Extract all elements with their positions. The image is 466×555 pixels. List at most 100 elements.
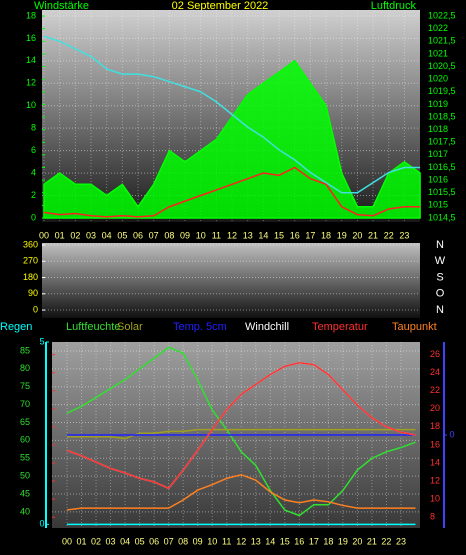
x-tick-label: 16 <box>294 536 304 546</box>
x-tick-label: 02 <box>70 230 80 240</box>
legend-entry: Windchill <box>245 321 289 333</box>
x-tick-label: 06 <box>133 230 143 240</box>
x-tick-label: 07 <box>164 536 174 546</box>
plot-area <box>42 243 420 318</box>
x-tick-label: 18 <box>321 230 331 240</box>
y-tick-label: 80 <box>20 363 30 373</box>
y2-tick-label: 10 <box>430 493 440 503</box>
y2-tick-label: 1014,5 <box>428 212 456 222</box>
y2-tick-label: S <box>436 271 443 283</box>
y2-tick-label: 26 <box>430 349 440 359</box>
area <box>43 59 421 219</box>
x-tick-label: 22 <box>381 536 391 546</box>
y2-tick-label: 1015,5 <box>428 187 456 197</box>
y-tick-label: 4 <box>31 167 36 177</box>
y2-tick-label: N <box>436 304 444 316</box>
y2-tick-label: 12 <box>430 475 440 485</box>
line <box>67 428 416 440</box>
x-tick-label: 13 <box>243 230 253 240</box>
y-tick-label: 0 <box>31 212 36 222</box>
y-tick-label: 50 <box>20 471 30 481</box>
y-tick-label: 85 <box>20 345 30 355</box>
y-tick-label: 70 <box>20 399 30 409</box>
y2-tick-label: 1021 <box>428 48 448 58</box>
y-tick-label: 0 <box>33 304 38 314</box>
y-tick-label: 16 <box>26 33 36 43</box>
y2-tick-label: N <box>436 239 444 251</box>
x-tick-label: 17 <box>305 230 315 240</box>
x-tick-label: 16 <box>290 230 300 240</box>
y2-tick-label: 20 <box>430 403 440 413</box>
line <box>66 473 416 511</box>
y-tick-label: 270 <box>23 256 38 266</box>
y3-tick-label: 0 <box>449 429 454 439</box>
y2-tick-label: 1019,5 <box>428 86 456 96</box>
y2-tick-label: 22 <box>430 385 440 395</box>
line <box>66 346 416 517</box>
y2-tick-label: 1021,5 <box>428 36 456 46</box>
y-tick-label: 55 <box>20 453 30 463</box>
y-tick-label: 14 <box>26 55 36 65</box>
y2-tick-label: 24 <box>430 367 440 377</box>
x-tick-label: 20 <box>352 536 362 546</box>
chart-title: 02 September 2022 <box>172 0 269 12</box>
y-tick-label: 65 <box>20 417 30 427</box>
y-tick-label: 18 <box>26 10 36 20</box>
x-tick-label: 08 <box>178 536 188 546</box>
x-tick-label: 07 <box>149 230 159 240</box>
x-tick-label: 20 <box>352 230 362 240</box>
x-tick-label: 08 <box>164 230 174 240</box>
x-tick-label: 18 <box>323 536 333 546</box>
x-tick-label: 10 <box>207 536 217 546</box>
legend-entry: Taupunkt <box>392 321 437 333</box>
y2-tick-label: 1018 <box>428 124 448 134</box>
x-tick-label: 01 <box>55 230 65 240</box>
x-tick-label: 11 <box>222 536 231 546</box>
x-tick-label: 06 <box>149 536 159 546</box>
legend-entry: Luftfeuchte <box>66 321 120 333</box>
y-tick-label: 40 <box>20 506 30 516</box>
x-tick-label: 11 <box>212 230 221 240</box>
y2-tick-label: 1017,5 <box>428 137 456 147</box>
x-tick-label: 23 <box>396 536 406 546</box>
y-tick-label: 10 <box>26 100 36 110</box>
x-tick-label: 17 <box>309 536 319 546</box>
y2-tick-label: 1019 <box>428 99 448 109</box>
y2-tick-label: 1016 <box>428 174 448 184</box>
x-tick-label: 21 <box>367 536 377 546</box>
x-tick-label: 21 <box>368 230 378 240</box>
x-tick-label: 15 <box>280 536 290 546</box>
legend-entry: Regen <box>0 321 32 333</box>
y-tick-label: 180 <box>23 272 38 282</box>
y2-tick-label: O <box>436 288 445 300</box>
y2-tick-label: 16 <box>430 439 440 449</box>
x-tick-label: 01 <box>77 536 87 546</box>
x-tick-label: 19 <box>337 230 347 240</box>
y2-tick-label: 1016,5 <box>428 162 456 172</box>
x-tick-label: 19 <box>338 536 348 546</box>
x-tick-label: 04 <box>120 536 130 546</box>
x-tick-label: 02 <box>91 536 101 546</box>
x-tick-label: 04 <box>102 230 112 240</box>
y2-tick-label: 1020 <box>428 74 448 84</box>
x-tick-label: 22 <box>384 230 394 240</box>
x-tick-label: 03 <box>86 230 96 240</box>
y-tick-label: 6 <box>31 145 36 155</box>
y2-tick-label: 1017 <box>428 149 448 159</box>
y2-tick-label: 1015 <box>428 200 448 210</box>
legend-entry: Solar <box>117 321 143 333</box>
x-tick-label: 12 <box>227 230 237 240</box>
y-tick-label: 360 <box>23 239 38 249</box>
line <box>43 166 421 218</box>
y-tick-label: 12 <box>26 78 36 88</box>
x-tick-label: 14 <box>265 536 275 546</box>
y-tick-label: 90 <box>28 288 38 298</box>
y-tick-label: 60 <box>20 435 30 445</box>
x-tick-label: 00 <box>62 536 72 546</box>
x-tick-label: 10 <box>196 230 206 240</box>
y2-tick-label: 1018,5 <box>428 111 456 121</box>
y2-tick-label: 8 <box>430 512 435 522</box>
x-tick-label: 03 <box>106 536 116 546</box>
y2-tick-label: 1022 <box>428 23 448 33</box>
